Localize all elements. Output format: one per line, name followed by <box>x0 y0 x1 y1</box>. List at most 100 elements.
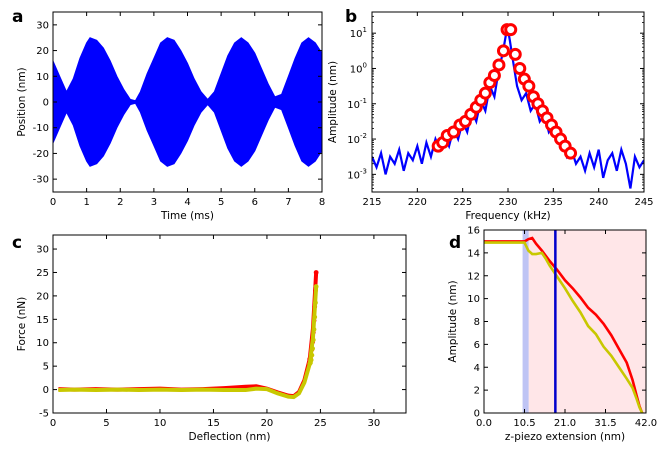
force-curve <box>58 286 319 400</box>
fit-marker <box>487 69 501 83</box>
force-curve <box>58 272 319 399</box>
x-tick-label: 235 <box>544 197 563 208</box>
panel-letter: c <box>12 233 22 253</box>
force-point <box>311 327 317 332</box>
x-axis-label: z-piezo extension (nm) <box>505 431 625 443</box>
x-tick-label: 20 <box>261 418 274 429</box>
x-tick-label: 4 <box>184 197 190 208</box>
y-tick-label: 5 <box>43 362 49 373</box>
x-tick-label: 0.0 <box>476 418 492 429</box>
x-tick-label: 245 <box>634 197 653 208</box>
fit-marker <box>564 146 578 160</box>
plot-frame <box>52 11 323 193</box>
shaded-region <box>522 230 529 413</box>
y-tick-label: 20 <box>36 46 49 57</box>
x-tick-label: 42.0 <box>635 418 657 429</box>
x-tick-label: 5 <box>218 197 224 208</box>
y-tick-label: 25 <box>36 268 49 279</box>
panel-b-plot: 215 220 225 230 235 240 245 101 100 10-1 10-2 10-3 F… <box>327 7 654 222</box>
panel-d-plot: 0.0 10.5 21.0 31.5 42.0 0 2 4 6 8 10 12 14 16 z-piezo … <box>447 226 657 444</box>
y-tick-label: 15 <box>36 315 49 326</box>
y-tick-label: 10 <box>467 294 480 305</box>
y-tick-label: 0 <box>474 409 480 420</box>
x-tick-label: 1 <box>83 197 89 208</box>
plot-frame <box>371 11 645 193</box>
force-point <box>310 337 316 343</box>
y-tick-label: -30 <box>33 175 49 186</box>
plot-frame <box>483 229 647 414</box>
amplitude-curve <box>484 241 644 413</box>
x-tick-label: 10.5 <box>513 418 535 429</box>
x-axis-label: Frequency (kHz) <box>465 210 550 222</box>
y-tick-label: 0 <box>43 98 49 109</box>
y-tick-label: 8 <box>474 317 480 328</box>
x-tick-label: 225 <box>453 197 472 208</box>
y-tick-label: 20 <box>36 291 49 302</box>
panel-a-plot: 0 1 2 3 4 5 6 7 8 -30 -20 -10 0 10 20 30 Time (ms) Positi… <box>12 7 325 222</box>
force-point <box>313 270 319 275</box>
y-tick-label: 10 <box>36 72 49 83</box>
y-tick-label: 10-2 <box>347 132 367 146</box>
fit-marker <box>522 79 536 93</box>
x-tick-label: 0 <box>50 418 56 429</box>
y-tick-label: 30 <box>36 20 49 31</box>
x-tick-label: 7 <box>285 197 291 208</box>
y-tick-label: 30 <box>36 245 49 256</box>
fit-marker <box>513 61 527 75</box>
y-axis-label: Position (nm) <box>16 67 28 136</box>
x-tick-label: 220 <box>408 197 427 208</box>
x-tick-label: 2 <box>117 197 123 208</box>
force-point <box>309 352 315 358</box>
y-axis-label: Force (nN) <box>16 297 28 351</box>
force-point <box>313 300 318 306</box>
x-axis-label: Time (ms) <box>160 210 214 222</box>
x-tick-label: 15 <box>207 418 220 429</box>
fit-marker <box>492 58 506 72</box>
x-tick-label: 8 <box>319 197 325 208</box>
y-tick-label: -10 <box>33 123 49 134</box>
x-tick-label: 0 <box>50 197 56 208</box>
x-tick-label: 31.5 <box>594 418 616 429</box>
force-point <box>312 314 318 320</box>
x-tick-label: 6 <box>252 197 258 208</box>
x-tick-label: 230 <box>498 197 517 208</box>
fit-marker <box>496 44 510 58</box>
y-tick-label: 12 <box>467 271 480 282</box>
fit-marker <box>478 86 492 100</box>
y-tick-label: 4 <box>474 363 480 374</box>
panel-letter: d <box>449 233 461 253</box>
x-tick-label: 10 <box>154 418 167 429</box>
panel-letter: b <box>345 7 357 27</box>
force-point <box>308 357 314 363</box>
y-tick-label: 100 <box>350 61 367 75</box>
x-tick-label: 21.0 <box>554 418 576 429</box>
y-tick-label: 101 <box>350 26 367 40</box>
x-tick-label: 30 <box>368 418 381 429</box>
panel-letter: a <box>12 7 23 27</box>
x-axis-label: Deflection (nm) <box>189 431 271 443</box>
force-point <box>313 284 319 289</box>
fit-marker <box>504 23 518 37</box>
y-tick-label: 0 <box>43 385 49 396</box>
y-tick-label: 6 <box>474 340 480 351</box>
y-tick-label: 10 <box>36 338 49 349</box>
y-axis-label: Amplitude (nm) <box>327 61 339 143</box>
y-tick-label: 14 <box>467 248 480 259</box>
x-tick-label: 3 <box>151 197 157 208</box>
x-tick-label: 215 <box>362 197 381 208</box>
fit-marker <box>508 47 522 61</box>
y-tick-label: -5 <box>39 409 49 420</box>
oscillation-envelope <box>53 37 322 167</box>
x-tick-label: 5 <box>103 418 109 429</box>
y-tick-label: 2 <box>474 386 480 397</box>
force-point <box>310 346 315 351</box>
x-tick-label: 240 <box>589 197 608 208</box>
y-tick-label: -20 <box>33 149 49 160</box>
x-tick-label: 25 <box>314 418 327 429</box>
y-tick-label: 10-3 <box>347 167 367 181</box>
plot-frame <box>52 234 407 414</box>
y-tick-label: 16 <box>467 226 480 237</box>
y-tick-label: 10-1 <box>347 97 367 111</box>
